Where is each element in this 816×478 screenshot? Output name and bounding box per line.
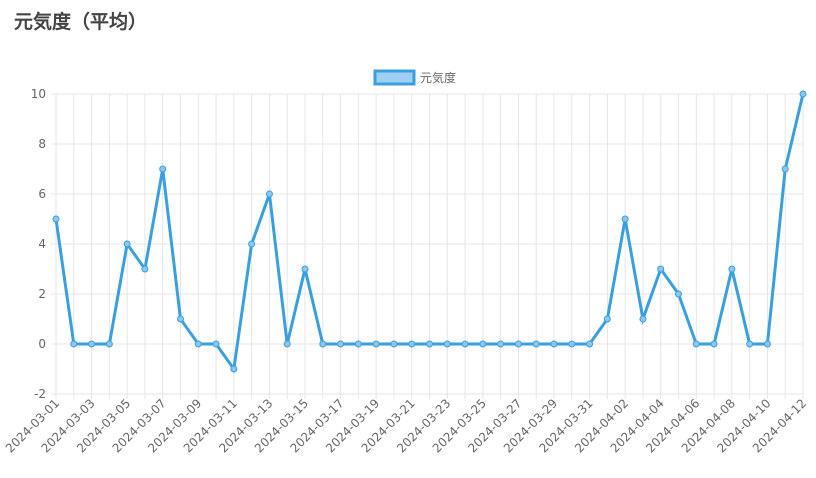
y-tick-label: 2 <box>38 287 46 301</box>
y-tick-label: 4 <box>38 237 46 251</box>
data-point <box>194 340 202 348</box>
data-point <box>710 340 718 348</box>
y-tick-label: 0 <box>38 337 46 351</box>
data-point <box>70 340 78 348</box>
data-point <box>177 315 184 323</box>
y-tick-label: 6 <box>38 187 46 201</box>
data-point <box>603 315 611 323</box>
data-point <box>532 340 540 348</box>
data-point <box>390 340 398 348</box>
data-point <box>781 165 789 173</box>
legend-swatch <box>373 69 416 86</box>
data-point <box>265 190 273 198</box>
data-point <box>692 340 700 348</box>
data-point <box>443 340 451 348</box>
data-point <box>746 340 754 348</box>
data-point <box>763 340 771 348</box>
data-point <box>657 265 665 273</box>
y-tick-label: 10 <box>31 87 46 101</box>
data-point <box>123 240 131 248</box>
data-point <box>728 265 736 273</box>
data-point <box>230 365 238 373</box>
legend-label: 元気度 <box>420 70 456 85</box>
data-point <box>283 340 291 348</box>
data-point <box>461 340 469 348</box>
data-point <box>586 340 594 348</box>
data-point <box>426 340 433 348</box>
data-point <box>301 265 309 273</box>
data-point <box>408 340 416 348</box>
data-point <box>354 340 362 348</box>
data-point <box>141 265 149 273</box>
data-point <box>621 215 629 223</box>
data-point <box>105 340 113 348</box>
y-tick-label: 8 <box>38 137 46 151</box>
data-point <box>88 340 96 348</box>
data-point <box>514 340 522 348</box>
data-point <box>639 315 647 323</box>
data-point <box>212 340 220 348</box>
data-point <box>248 240 256 248</box>
data-point <box>159 165 167 173</box>
data-point <box>372 340 380 348</box>
data-point <box>550 340 558 348</box>
data-point <box>799 90 807 98</box>
data-point <box>319 340 327 348</box>
data-point <box>479 340 487 348</box>
data-point <box>52 215 60 223</box>
data-point <box>337 340 345 348</box>
data-point <box>497 340 505 348</box>
data-point <box>568 340 576 348</box>
y-tick-label: -2 <box>34 387 46 401</box>
chart-title: 元気度（平均） <box>14 10 147 33</box>
data-point <box>675 290 682 298</box>
